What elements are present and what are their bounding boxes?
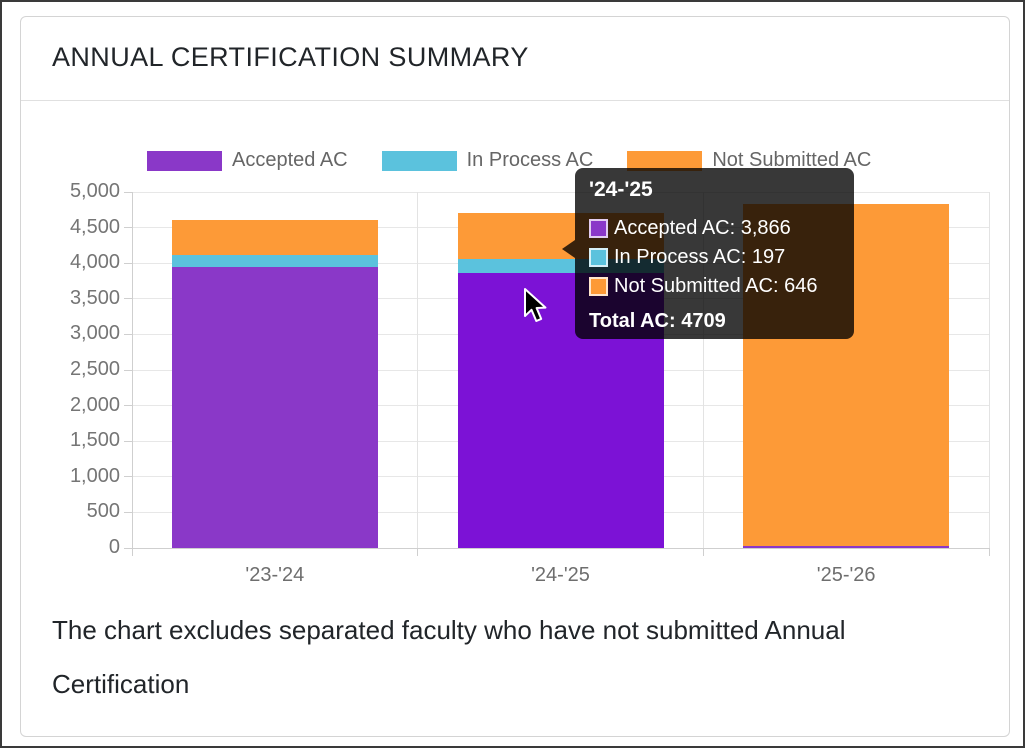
tooltip-rows: Accepted AC: 3,866 In Process AC: 197 Not … <box>589 214 840 301</box>
legend-item-label: Accepted AC <box>232 149 348 171</box>
title-divider <box>21 100 1009 101</box>
tooltip-swatch-icon <box>589 219 608 238</box>
tooltip-row-3: Not Submitted AC: 646 <box>589 272 840 301</box>
tooltip-title: '24-'25 <box>589 178 653 201</box>
mouse-cursor-icon <box>524 288 547 322</box>
legend-swatch-icon <box>627 150 703 171</box>
chart-tooltip: '24-'25 Accepted AC: 3,866 In Process AC:… <box>562 168 854 339</box>
tooltip-caret-icon <box>562 240 575 258</box>
legend-item-label: In Process AC <box>466 149 594 171</box>
legend-item-label: Not Submitted AC <box>712 149 872 171</box>
tooltip-swatch-icon <box>589 248 608 267</box>
tooltip-row-label: Not Submitted AC: 646 <box>614 275 818 297</box>
bar-segment-accepted-ac[interactable] <box>743 545 950 548</box>
bar-segment-accepted-ac[interactable] <box>171 266 378 548</box>
tooltip-row-2: In Process AC: 197 <box>589 243 840 272</box>
chart-legend: Accepted AC In Process AC Not Submitted AC <box>147 149 871 172</box>
page-title: ANNUAL CERTIFICATION SUMMARY <box>52 42 529 72</box>
tooltip-total: Total AC: 4709 <box>589 310 726 332</box>
bar-segment-not-submitted-ac[interactable] <box>171 220 378 256</box>
legend-item-2[interactable]: In Process AC <box>381 149 594 172</box>
legend-item-1[interactable]: Accepted AC <box>147 149 348 172</box>
bar-segment-in-process-ac[interactable] <box>171 255 378 267</box>
legend-swatch-icon <box>381 150 457 171</box>
tooltip-row-label: In Process AC: 197 <box>614 246 786 268</box>
tooltip-row-1: Accepted AC: 3,866 <box>589 214 840 243</box>
tooltip-row-label: Accepted AC: 3,866 <box>614 217 791 239</box>
tooltip-swatch-icon <box>589 277 608 296</box>
legend-swatch-icon <box>147 150 222 171</box>
legend-item-3[interactable]: Not Submitted AC <box>627 149 871 172</box>
chart-footnote: The chart excludes separated faculty who… <box>52 615 846 699</box>
